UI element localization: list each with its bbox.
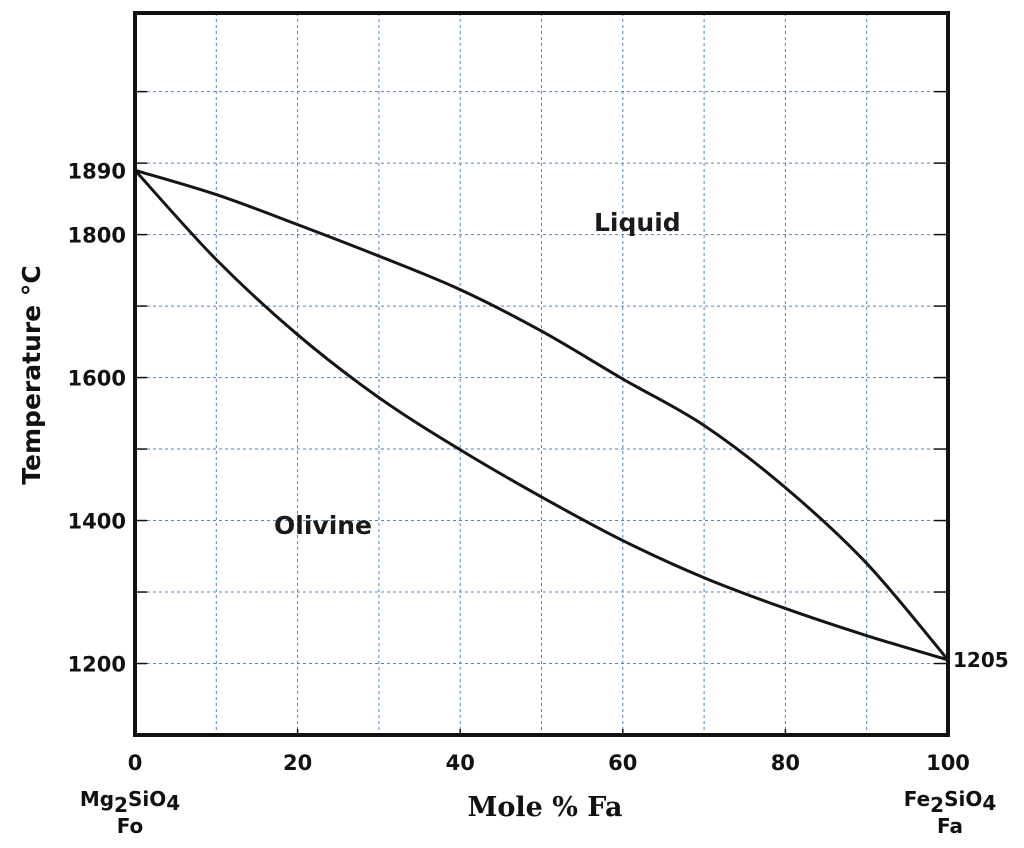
right-endpoint-label: 1205 [953,648,1009,672]
formula-subscript: 4 [166,791,180,815]
formula-subscript: 2 [930,793,944,817]
x-tick-label: 60 [608,751,637,775]
plot-frame [133,11,950,737]
end-member-left-formula: Mg2SiO4 [80,787,180,817]
y-tick-label: 1400 [68,510,126,534]
y-tick-label: 1600 [68,367,126,391]
y-tick-label: 1200 [68,653,126,677]
x-tick-label: 40 [446,751,475,775]
x-tick-label: 100 [926,751,970,775]
end-member-right-abbr: Fa [937,814,963,838]
end-member-left-abbr: Fo [117,814,144,838]
tick-labels: 0 20 40 60 80 100 1890 1800 1600 1400 1200 [68,159,970,775]
formula-part: SiO [128,787,166,811]
region-label-olivine: Olivine [274,511,372,540]
formula-part: Fe [904,787,930,811]
x-axis-label: Mole % Fa [468,792,623,823]
grid [135,13,948,735]
formula-subscript: 4 [982,791,996,815]
x-tick-label: 20 [283,751,312,775]
ticks [134,90,949,735]
liquidus-curve [134,168,950,661]
x-tick-label: 80 [771,751,800,775]
formula-part: Mg [80,787,114,811]
end-member-right-formula: Fe2SiO4 [904,787,997,817]
y-axis-label: Temperature °C [17,265,46,484]
curves [133,168,950,662]
solidus-curve [133,169,949,662]
y-tick-label: 1890 [68,159,126,183]
x-tick-label: 0 [128,751,143,775]
y-tick-label: 1800 [68,224,126,248]
formula-subscript: 2 [114,793,128,817]
formula-part: SiO [944,787,982,811]
region-label-liquid: Liquid [594,208,681,237]
